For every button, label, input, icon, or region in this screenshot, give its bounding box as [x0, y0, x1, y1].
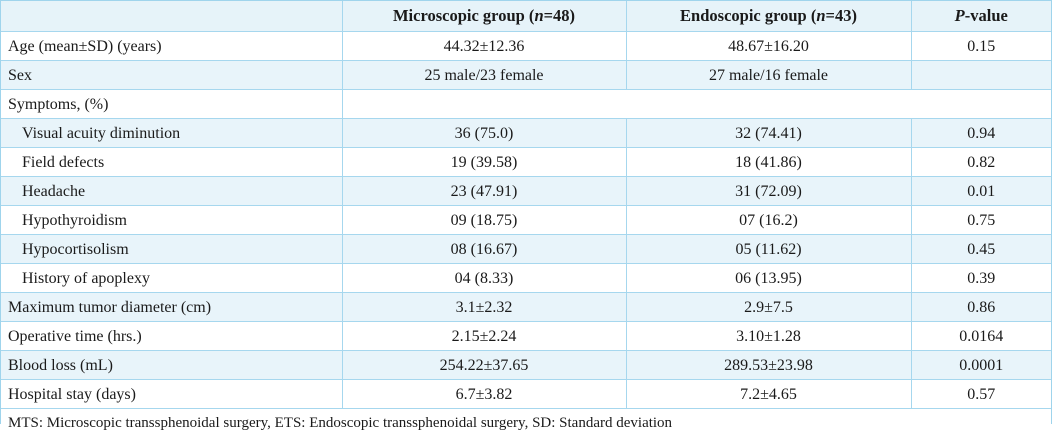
microscopic-value: 44.32±12.36 [342, 32, 626, 61]
microscopic-value: 19 (39.58) [342, 148, 626, 177]
footnote-row: MTS: Microscopic transsphenoidal surgery… [1, 409, 1051, 437]
microscopic-value: 254.22±37.65 [342, 351, 626, 380]
row-label: Hypothyroidism [1, 206, 342, 235]
endoscopic-value: 31 (72.09) [626, 177, 911, 206]
row-label: Hospital stay (days) [1, 380, 342, 409]
row-label: Hypocortisolism [1, 235, 342, 264]
microscopic-value: 25 male/23 female [342, 61, 626, 90]
p-value: 0.15 [911, 32, 1051, 61]
endoscopic-value: 7.2±4.65 [626, 380, 911, 409]
endoscopic-value: 07 (16.2) [626, 206, 911, 235]
p-value: 0.94 [911, 119, 1051, 148]
microscopic-value: 3.1±2.32 [342, 293, 626, 322]
row-label: Blood loss (mL) [1, 351, 342, 380]
p-value: 0.0164 [911, 322, 1051, 351]
p-value: 0.0001 [911, 351, 1051, 380]
header-microscopic-group: Microscopic group (n=48) [342, 1, 626, 32]
p-value: 0.39 [911, 264, 1051, 293]
section-span-cell [342, 90, 1051, 119]
microscopic-value: 04 (8.33) [342, 264, 626, 293]
endoscopic-value: 32 (74.41) [626, 119, 911, 148]
p-value: 0.86 [911, 293, 1051, 322]
endoscopic-value: 2.9±7.5 [626, 293, 911, 322]
microscopic-value: 09 (18.75) [342, 206, 626, 235]
microscopic-value: 2.15±2.24 [342, 322, 626, 351]
microscopic-value: 23 (47.91) [342, 177, 626, 206]
microscopic-value: 08 (16.67) [342, 235, 626, 264]
microscopic-value: 36 (75.0) [342, 119, 626, 148]
table-footnote: MTS: Microscopic transsphenoidal surgery… [1, 409, 1051, 437]
row-label: Sex [1, 61, 342, 90]
row-label: Maximum tumor diameter (cm) [1, 293, 342, 322]
p-value [911, 61, 1051, 90]
header-endoscopic-group: Endoscopic group (n=43) [626, 1, 911, 32]
microscopic-value: 6.7±3.82 [342, 380, 626, 409]
p-value: 0.01 [911, 177, 1051, 206]
p-value: 0.57 [911, 380, 1051, 409]
endoscopic-value: 3.10±1.28 [626, 322, 911, 351]
row-label: Field defects [1, 148, 342, 177]
endoscopic-value: 289.53±23.98 [626, 351, 911, 380]
row-label: History of apoplexy [1, 264, 342, 293]
p-value: 0.75 [911, 206, 1051, 235]
header-empty-cell [1, 1, 342, 32]
p-value: 0.45 [911, 235, 1051, 264]
endoscopic-value: 05 (11.62) [626, 235, 911, 264]
table-frame: Microscopic group (n=48) Endoscopic grou… [0, 0, 1052, 424]
row-label: Operative time (hrs.) [1, 322, 342, 351]
endoscopic-value: 18 (41.86) [626, 148, 911, 177]
p-value: 0.82 [911, 148, 1051, 177]
endoscopic-value: 06 (13.95) [626, 264, 911, 293]
row-label: Symptoms, (%) [1, 90, 342, 119]
header-p-value: P-value [911, 1, 1051, 32]
row-label: Headache [1, 177, 342, 206]
header-row: Microscopic group (n=48) Endoscopic grou… [1, 1, 1051, 32]
endoscopic-value: 48.67±16.20 [626, 32, 911, 61]
row-label: Age (mean±SD) (years) [1, 32, 342, 61]
endoscopic-value: 27 male/16 female [626, 61, 911, 90]
table-row: Symptoms, (%) [1, 90, 1051, 119]
row-label: Visual acuity diminution [1, 119, 342, 148]
